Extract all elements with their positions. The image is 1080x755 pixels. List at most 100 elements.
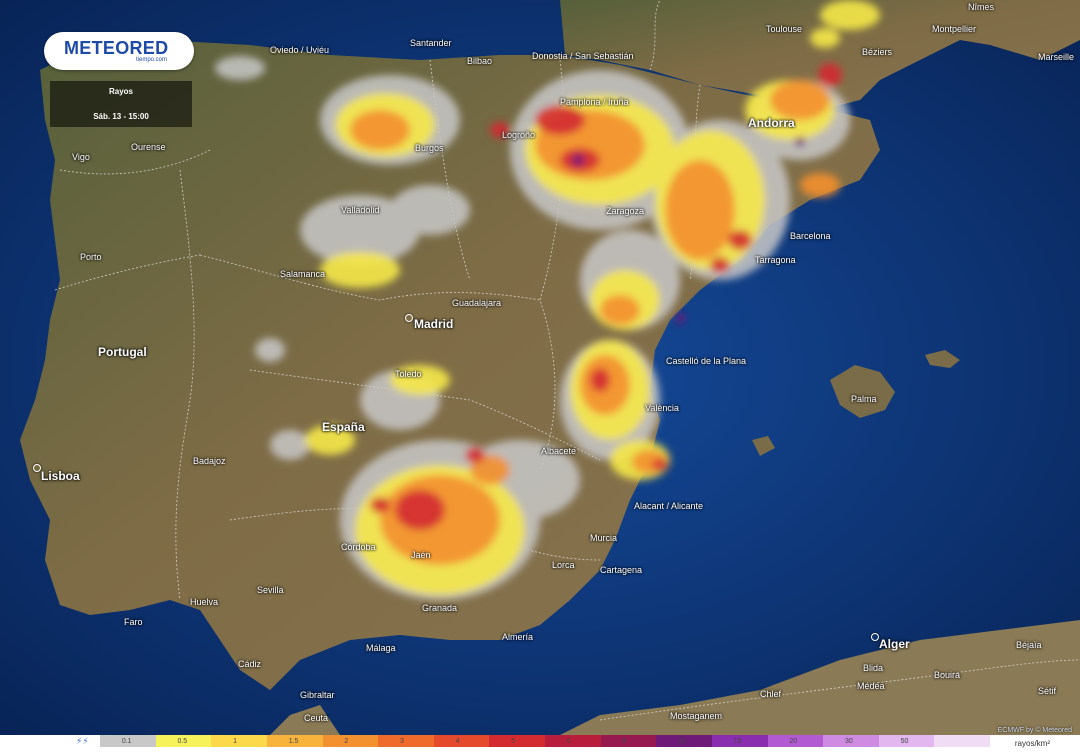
city-label: Burgos <box>415 143 444 153</box>
legend-color-swatch <box>545 735 601 747</box>
city-label: Murcia <box>590 533 618 543</box>
city-label: Cartagena <box>600 565 643 575</box>
city-label: Pamplona / Iruña <box>560 97 629 107</box>
logo-subtitle: tiempo.com <box>136 57 168 63</box>
city-label: Toulouse <box>766 24 803 34</box>
lightning-density-layer <box>215 0 880 600</box>
city-label: Málaga <box>366 643 396 653</box>
city-label: Porto <box>80 252 102 262</box>
legend-tick-label: 10 <box>678 738 686 745</box>
ibiza-island <box>752 436 775 456</box>
city-label: Salamanca <box>280 269 326 279</box>
city-label: Chlef <box>760 689 782 699</box>
legend-color-swatch <box>767 735 824 747</box>
city-label: Gibraltar <box>300 690 335 700</box>
capital-label: Madrid <box>414 317 454 331</box>
menorca-island <box>925 350 960 368</box>
legend-tick-label: 1 <box>233 738 237 745</box>
city-label: Córdoba <box>341 542 376 552</box>
city-label: Santander <box>410 38 452 48</box>
city-label: Huelva <box>190 597 219 607</box>
city-label: Bilbao <box>467 56 493 66</box>
city-label: Faro <box>124 617 143 627</box>
city-label: Béziers <box>862 47 893 57</box>
city-label: Montpellier <box>932 24 977 34</box>
legend-tick-label: 4 <box>455 738 460 745</box>
legend-tick-label: 3 <box>399 738 404 745</box>
meteored-logo[interactable]: METEORED tiempo.com <box>44 32 194 70</box>
legend-color-swatch <box>266 735 323 747</box>
legend-color-swatch <box>823 735 879 747</box>
city-label: Ourense <box>131 142 166 152</box>
legend-color-swatch <box>378 735 434 747</box>
country-label: Andorra <box>748 116 795 130</box>
capital-marker <box>405 314 413 322</box>
city-label: Vigo <box>72 152 90 162</box>
city-label: Logroño <box>502 130 536 140</box>
city-label: Toledo <box>395 369 422 379</box>
city-label: Alacant / Alicante <box>634 501 704 511</box>
country-label: España <box>322 420 365 434</box>
legend-color-swatch <box>656 735 712 747</box>
copyright-text: ECMWF by © Meteored <box>997 727 1072 734</box>
city-label: Barcelona <box>790 231 831 241</box>
city-label: Blida <box>863 663 884 673</box>
city-label: Médéa <box>857 681 885 691</box>
city-label: Guadalajara <box>452 298 502 308</box>
morocco-tip <box>270 705 340 735</box>
legend-color-swatch <box>211 735 267 747</box>
country-label: Portugal <box>98 345 147 359</box>
city-label: Marseille <box>1038 52 1075 62</box>
city-label: Lorca <box>552 560 575 570</box>
satellite-base-map <box>0 0 1080 735</box>
legend-color-swatch <box>711 735 768 747</box>
capital-label: Alger <box>879 637 910 651</box>
city-label: Mostaganem <box>670 711 723 721</box>
city-label: Béjaïa <box>1016 640 1042 650</box>
forecast-time: Sáb. 13 - 15:00 <box>93 112 149 121</box>
legend-tick-label: 6 <box>566 738 571 745</box>
legend-unit: rayos/km² <box>1014 739 1050 748</box>
city-label: Valladolid <box>341 205 380 215</box>
lightning-icon: ⚡⚡ <box>76 736 89 746</box>
legend-color-swatch <box>155 735 212 747</box>
city-label: Almería <box>502 632 534 642</box>
city-label: Sétif <box>1038 686 1057 696</box>
capital-label: Lisboa <box>41 469 80 483</box>
legend-tick-label: 30 <box>844 738 853 745</box>
france-land <box>560 0 1080 110</box>
city-label: València <box>645 403 679 413</box>
layer-title: Rayos <box>108 87 133 96</box>
city-label: Albacete <box>541 446 577 456</box>
legend-tick-label: 1.5 <box>288 738 299 745</box>
city-label: Palma <box>851 394 877 404</box>
mallorca-island <box>830 365 895 418</box>
logo-text: METEORED <box>64 38 169 58</box>
city-label: Sevilla <box>257 585 284 595</box>
city-label: Nîmes <box>968 2 995 12</box>
legend-color-swatch <box>433 735 490 747</box>
city-label: Tarragona <box>755 255 796 265</box>
legend-color-swatch <box>100 735 156 747</box>
layer-info-panel: Rayos Sáb. 13 - 15:00 <box>50 81 192 127</box>
capital-marker <box>871 633 879 641</box>
city-label: Bouira <box>934 670 961 680</box>
legend-tick-label: 0.1 <box>121 738 132 745</box>
legend-color-swatch <box>600 735 657 747</box>
city-label: Zaragoza <box>606 206 645 216</box>
legend-color-swatch <box>878 735 935 747</box>
city-label: Ceuta <box>304 713 329 723</box>
city-label: Badajoz <box>193 456 226 466</box>
capital-marker <box>33 464 41 472</box>
city-label: Cádiz <box>238 659 262 669</box>
legend-tick-label: 8 <box>622 738 627 745</box>
city-label: Oviedo / Uviéu <box>270 45 330 55</box>
legend-color-swatch <box>934 735 990 747</box>
legend-tick-label: 0.5 <box>177 738 188 745</box>
city-label: Castelló de la Plana <box>666 356 747 366</box>
legend-tick-label: 2 <box>344 738 349 745</box>
legend-color-swatch <box>322 735 379 747</box>
legend-tick-label: 5 <box>511 738 516 745</box>
city-label: Granada <box>422 603 458 613</box>
